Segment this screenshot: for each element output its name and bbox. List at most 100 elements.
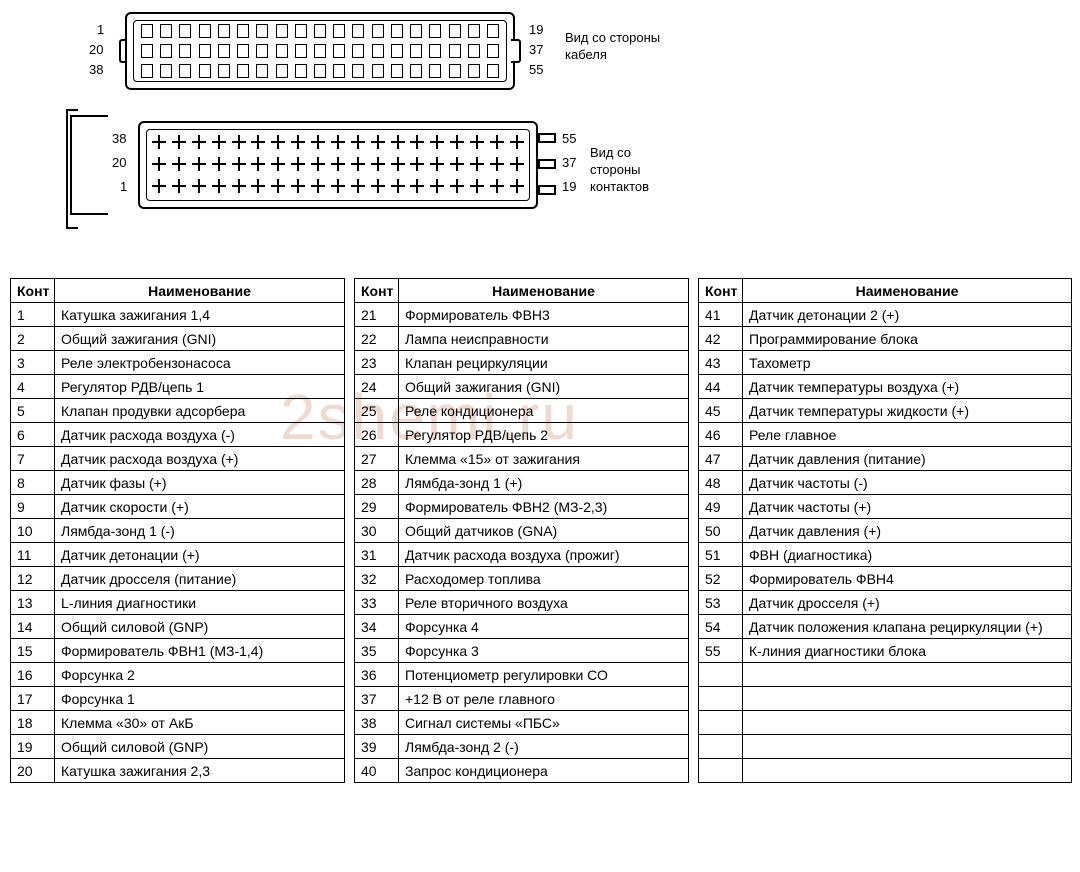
pin-cross-icon (232, 157, 246, 171)
pin-number: 37 (355, 687, 399, 711)
pin-name: Датчик частоты (+) (743, 495, 1072, 519)
column-separator (689, 711, 699, 735)
pin-number (699, 711, 743, 735)
pin-icon (352, 24, 364, 38)
pin-cross-icon (391, 179, 405, 193)
connector-cable-side: 1 20 38 19 37 55 Вид со стороны кабеля (105, 12, 665, 102)
pin-icon (410, 44, 422, 58)
pin-icon (449, 64, 461, 78)
table-row: 1Катушка зажигания 1,421Формирователь ФВ… (11, 303, 1072, 327)
pin-icon (410, 64, 422, 78)
pin-number: 2 (11, 327, 55, 351)
pin-label: 38 (112, 131, 126, 148)
pin-number: 54 (699, 615, 743, 639)
table-row: 12Датчик дросселя (питание)32Расходомер … (11, 567, 1072, 591)
column-separator (345, 399, 355, 423)
pin-number: 46 (699, 423, 743, 447)
pin-name: Клапан продувки адсорбера (55, 399, 345, 423)
pin-number: 32 (355, 567, 399, 591)
pin-name: Клапан рециркуляции (399, 351, 689, 375)
pin-icon (160, 44, 172, 58)
column-separator (345, 327, 355, 351)
pin-cross-icon (510, 157, 524, 171)
pin-number: 7 (11, 447, 55, 471)
pin-icon (391, 24, 403, 38)
table-row: 4Регулятор РДВ/цепь 124Общий зажигания (… (11, 375, 1072, 399)
table-row: 10Лямбда-зонд 1 (-)30Общий датчиков (GNA… (11, 519, 1072, 543)
pin-name: Датчик расхода воздуха (-) (55, 423, 345, 447)
connector-tab-icon (538, 133, 556, 143)
pin-name: Регулятор РДВ/цепь 2 (399, 423, 689, 447)
table-row: 8Датчик фазы (+)28Лямбда-зонд 1 (+)48Дат… (11, 471, 1072, 495)
column-separator (689, 663, 699, 687)
pin-cross-icon (410, 157, 424, 171)
pin-name: Потенциометр регулировки СО (399, 663, 689, 687)
pin-name: Катушка зажигания 2,3 (55, 759, 345, 783)
pin-label: 55 (529, 62, 543, 79)
pin-icon (237, 24, 249, 38)
pin-label: 19 (529, 22, 543, 39)
pin-number: 51 (699, 543, 743, 567)
pin-icon (295, 24, 307, 38)
column-separator (345, 423, 355, 447)
column-separator (345, 639, 355, 663)
column-separator (345, 495, 355, 519)
page: 1 20 38 19 37 55 Вид со стороны кабеля 3… (0, 0, 1080, 872)
pin-number: 28 (355, 471, 399, 495)
pin-number: 18 (11, 711, 55, 735)
pin-number: 29 (355, 495, 399, 519)
pin-name: Общий датчиков (GNA) (399, 519, 689, 543)
column-separator (345, 471, 355, 495)
pin-name: Регулятор РДВ/цепь 1 (55, 375, 345, 399)
pin-name: Формирователь ФВН2 (МЗ-2,3) (399, 495, 689, 519)
pin-name: Датчик дросселя (+) (743, 591, 1072, 615)
connector-tab-icon (538, 185, 556, 195)
pin-name: Лямбда-зонд 1 (+) (399, 471, 689, 495)
pin-number: 26 (355, 423, 399, 447)
connector-shell (138, 121, 538, 209)
column-separator (345, 375, 355, 399)
pin-number (699, 687, 743, 711)
pin-cross-icon (192, 179, 206, 193)
pin-number: 25 (355, 399, 399, 423)
pin-icon (487, 24, 499, 38)
pin-number: 15 (11, 639, 55, 663)
pin-number: 21 (355, 303, 399, 327)
pin-name: Датчик температуры жидкости (+) (743, 399, 1072, 423)
pin-icon (256, 44, 268, 58)
pin-name: Формирователь ФВН3 (399, 303, 689, 327)
pin-cross-icon (371, 135, 385, 149)
pin-cross-icon (351, 135, 365, 149)
table-row: 7Датчик расхода воздуха (+)27Клемма «15»… (11, 447, 1072, 471)
pin-name: Реле вторичного воздуха (399, 591, 689, 615)
column-separator (689, 543, 699, 567)
pin-cross-icon (490, 135, 504, 149)
pin-name: Форсунка 4 (399, 615, 689, 639)
pin-cross-icon (291, 179, 305, 193)
pin-icon (372, 24, 384, 38)
pin-name: Тахометр (743, 351, 1072, 375)
table-row: 20Катушка зажигания 2,340Запрос кондицио… (11, 759, 1072, 783)
column-separator (345, 663, 355, 687)
pin-name: Расходомер топлива (399, 567, 689, 591)
pin-cross-icon (152, 179, 166, 193)
pin-icon (372, 44, 384, 58)
pin-icon (487, 44, 499, 58)
pin-icon (276, 24, 288, 38)
pin-cross-icon (291, 157, 305, 171)
pin-number: 9 (11, 495, 55, 519)
pin-icon (141, 24, 153, 38)
pin-cross-icon (311, 179, 325, 193)
pin-icon (487, 64, 499, 78)
pin-row (152, 179, 524, 197)
pin-icon (179, 24, 191, 38)
col-header-name: Наименование (743, 279, 1072, 303)
col-header-name: Наименование (399, 279, 689, 303)
pin-number: 24 (355, 375, 399, 399)
pin-name: Датчик расхода воздуха (+) (55, 447, 345, 471)
pin-icon (314, 44, 326, 58)
pin-name: Форсунка 2 (55, 663, 345, 687)
pin-number: 8 (11, 471, 55, 495)
pin-name: Датчик положения клапана рециркуляции (+… (743, 615, 1072, 639)
pin-number: 27 (355, 447, 399, 471)
